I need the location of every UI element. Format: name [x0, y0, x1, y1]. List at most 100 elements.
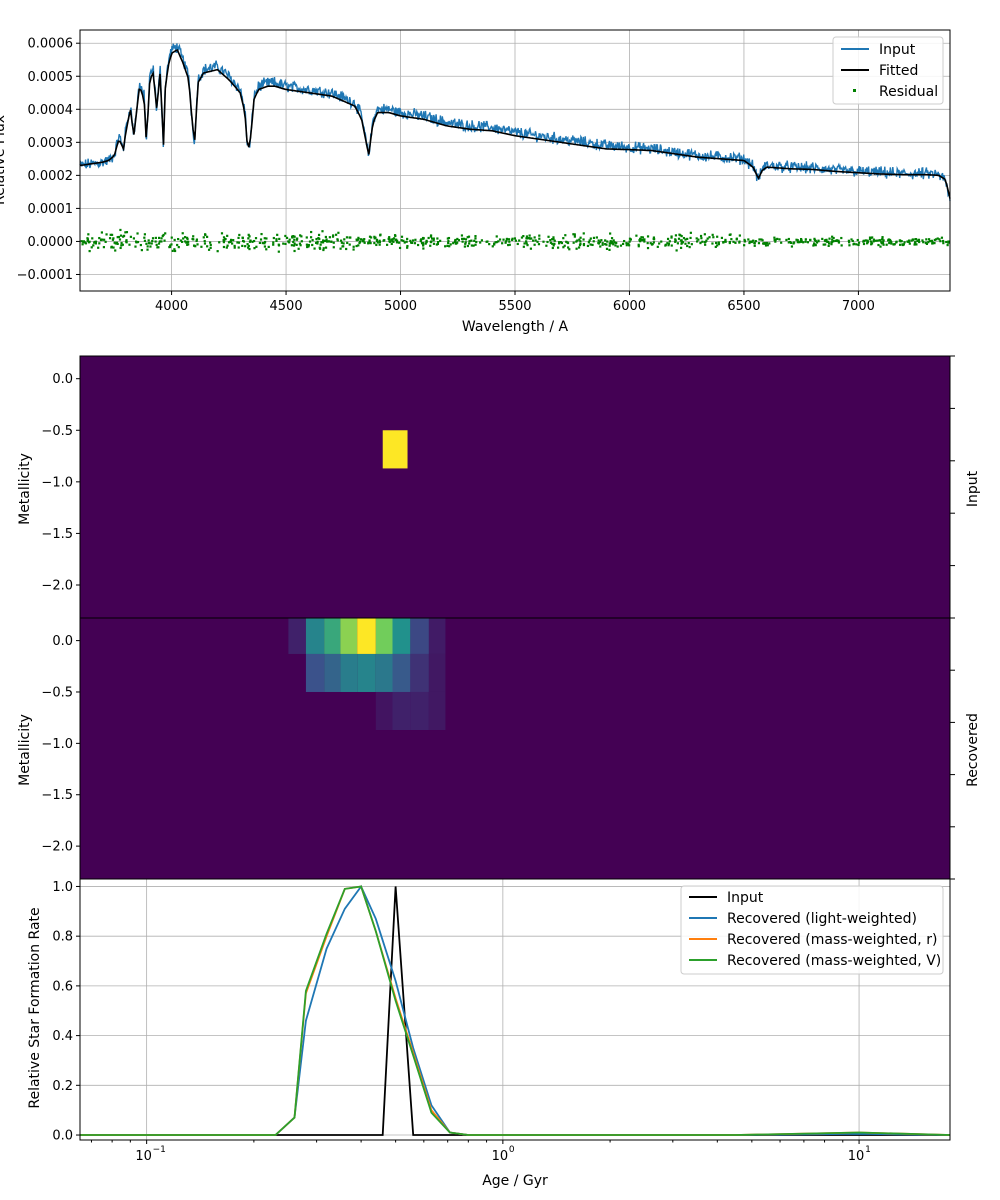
input-heatmap-y-ticks: 0.0 −0.5 −1.0 −1.5 −2.0: [41, 372, 80, 593]
residual-point: [164, 232, 167, 235]
residual-point: [247, 244, 250, 248]
residual-point: [375, 243, 378, 247]
residual-point: [578, 243, 582, 247]
residual-point: [928, 240, 932, 243]
residual-point: [504, 241, 507, 244]
residual-point: [148, 242, 151, 245]
residual-point: [429, 235, 433, 238]
residual-point: [652, 237, 655, 241]
residual-point: [132, 237, 136, 240]
residual-point: [255, 245, 258, 248]
residual-point: [290, 244, 293, 247]
residual-point: [248, 247, 251, 251]
residual-point: [420, 242, 424, 245]
residual-point: [611, 241, 614, 244]
residual-point: [522, 245, 525, 248]
input-heatmap-side-label: Input: [965, 470, 981, 507]
residual-point: [750, 240, 753, 244]
y-tick-label: −2.0: [41, 840, 73, 855]
residual-point: [538, 234, 541, 237]
residual-point: [893, 243, 896, 246]
y-tick-label: 0.4: [52, 1029, 73, 1044]
residual-point: [209, 241, 212, 244]
residual-point: [717, 243, 720, 246]
residual-point: [184, 240, 187, 243]
residual-point: [652, 241, 655, 244]
residual-point: [765, 241, 768, 245]
residual-point: [895, 241, 898, 244]
residual-point: [900, 240, 903, 243]
sfr-legend-label-mass-r: Recovered (mass-weighted, r): [727, 932, 937, 948]
residual-point: [757, 242, 761, 245]
residual-point: [173, 249, 177, 253]
residual-point: [680, 239, 683, 242]
residual-point: [400, 239, 403, 242]
residual-point: [542, 240, 545, 243]
legend-label-residual: Residual: [879, 84, 938, 100]
residual-point: [687, 241, 690, 245]
residual-point: [299, 234, 302, 237]
residual-point: [711, 242, 714, 245]
residual-point: [511, 238, 514, 242]
residual-point: [363, 241, 366, 244]
residual-point: [359, 238, 362, 241]
residual-point: [925, 238, 928, 241]
residual-point: [339, 247, 342, 250]
residual-point: [225, 246, 228, 249]
residual-point: [452, 242, 455, 245]
residual-point: [612, 239, 615, 242]
residual-point: [641, 236, 645, 239]
residual-point: [311, 243, 314, 247]
y-tick-label: 0.0001: [28, 202, 74, 217]
residual-point: [646, 235, 650, 238]
residual-point: [606, 240, 609, 243]
residual-point: [887, 239, 890, 242]
sfr-legend-label-mass-v: Recovered (mass-weighted, V): [727, 953, 941, 969]
residual-point: [263, 245, 267, 248]
residual-point: [670, 244, 673, 247]
residual-point: [160, 237, 163, 240]
residual-point: [464, 241, 467, 244]
residual-point: [154, 240, 157, 243]
residual-point: [689, 236, 692, 240]
residual-point: [163, 239, 166, 242]
sfr-y-axis-label: Relative Star Formation Rate: [27, 907, 43, 1108]
residual-point: [414, 238, 417, 241]
residual-point: [369, 236, 373, 239]
residual-point: [367, 241, 370, 244]
residual-point: [879, 245, 882, 248]
residual-point: [285, 236, 289, 239]
residual-point: [646, 246, 650, 250]
residual-point: [100, 231, 103, 234]
residual-point: [110, 246, 113, 249]
residual-point: [432, 237, 435, 240]
residual-point: [868, 236, 872, 239]
sfr-y-ticks: 0.0 0.2 0.4 0.6 0.8 1.0: [52, 880, 80, 1144]
residual-point: [422, 237, 425, 240]
residual-point: [690, 243, 693, 246]
residual-point: [122, 235, 125, 238]
residual-point: [508, 243, 511, 246]
residual-point: [272, 241, 275, 244]
residual-point: [573, 235, 576, 238]
residual-point: [763, 242, 766, 245]
residual-point: [233, 246, 236, 249]
residual-point: [572, 233, 575, 236]
residual-point: [800, 239, 803, 242]
residual-point: [668, 240, 671, 243]
residual-point: [195, 238, 199, 241]
sfr-mass-weighted-v-line: [80, 885, 951, 1136]
residual-point: [352, 248, 355, 251]
residual-point: [587, 241, 590, 244]
residual-point: [140, 249, 143, 252]
residual-point: [888, 241, 891, 245]
residual-point: [605, 243, 608, 246]
residual-point: [931, 241, 934, 244]
recovered-heatmap-y-axis-label: Metallicity: [17, 714, 33, 786]
residual-point: [475, 240, 478, 244]
legend-swatch-residual: [853, 89, 856, 92]
residual-point: [637, 245, 640, 248]
residual-point: [385, 243, 389, 246]
residual-point: [229, 238, 233, 241]
residual-point: [552, 244, 555, 247]
